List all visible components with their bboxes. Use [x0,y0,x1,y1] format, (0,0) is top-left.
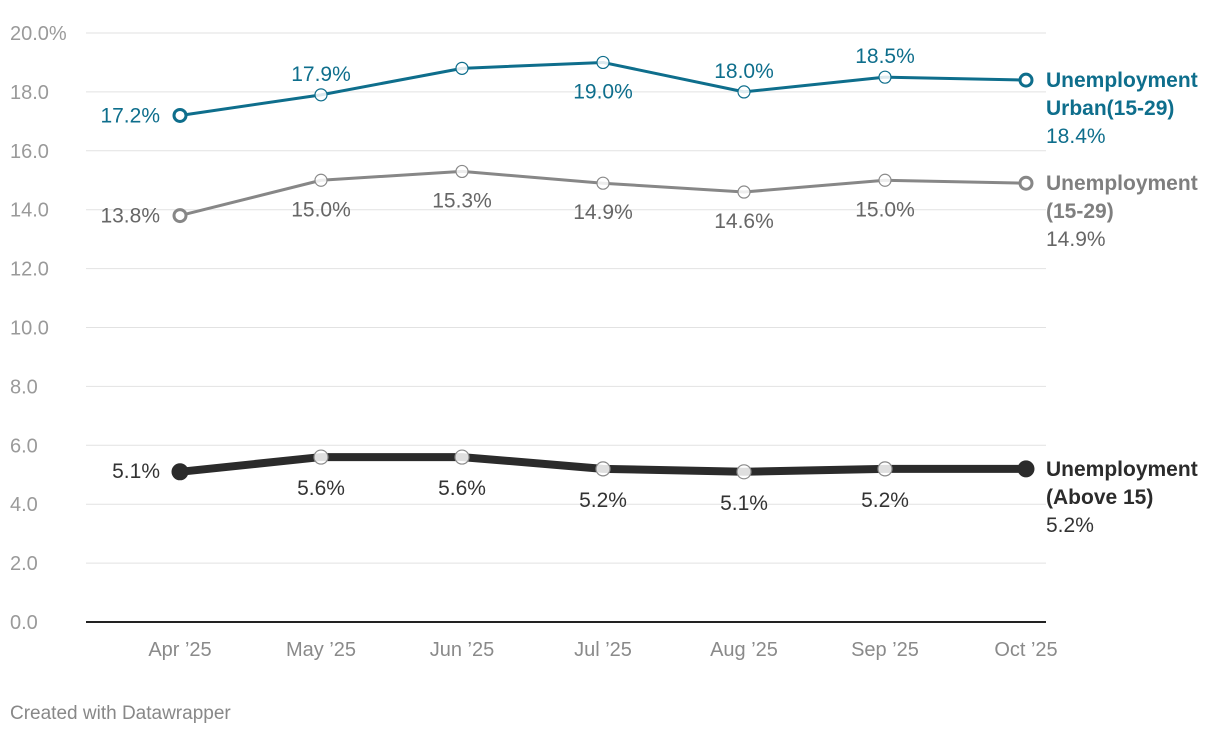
data-point [455,164,469,179]
data-point [171,463,189,481]
y-tick-label: 16.0 [10,141,49,163]
data-point [313,449,329,465]
data-label: 5.1% [720,492,768,515]
x-tick-label: Sep ’25 [851,639,919,661]
data-point [1017,460,1035,478]
series-name-label: Urban(15-29) [1046,97,1174,120]
data-point [877,461,893,477]
data-point [172,107,188,123]
data-label: 5.1% [112,460,160,483]
data-label: 18.0% [714,60,774,83]
data-point [595,461,611,477]
data-point [314,173,328,187]
y-tick-label: 10.0 [10,318,49,340]
y-tick-label: 4.0 [10,494,38,516]
y-tick-label: 6.0 [10,435,38,457]
y-tick-label: 8.0 [10,376,38,398]
x-tick-label: Jun ’25 [430,639,495,661]
x-tick-label: Jul ’25 [574,639,632,661]
data-label: 15.0% [291,198,351,221]
data-label: 19.0% [573,80,633,103]
x-tick-label: Apr ’25 [148,639,211,661]
y-axis: 0.0 2.0 4.0 6.0 8.0 10.0 12.0 14.0 16.0 18.0 20.0% [10,23,67,634]
series-above15: 5.1% 5.6% 5.6% 5.2% 5.1% 5.2% Unemployment (Abo… [112,449,1198,537]
series-end-value: 5.2% [1046,514,1094,537]
data-point [596,55,610,70]
y-tick-label: 14.0 [10,200,49,222]
data-point [314,88,328,102]
data-label: 14.9% [573,201,633,224]
x-axis: Apr ’25 May ’25 Jun ’25 Jul ’25 Aug ’25 Sep ’… [148,639,1057,661]
data-point [454,449,470,465]
data-label: 14.6% [714,210,774,233]
data-label: 17.9% [291,63,351,86]
series-end-value: 14.9% [1046,228,1106,251]
series-layer: 17.2% 17.9% 19.0% 18.0% 18.5% Unemployment Urb… [100,45,1197,537]
y-tick-label: 18.0 [10,82,49,104]
series-name-label: Unemployment [1046,172,1198,195]
data-point [1018,72,1034,88]
data-point [737,85,751,99]
data-label: 5.2% [861,489,909,512]
data-label: 5.2% [579,489,627,512]
x-tick-label: Oct ’25 [994,639,1057,661]
series-urban: 17.2% 17.9% 19.0% 18.0% 18.5% Unemployment Urb… [100,45,1197,148]
data-point [1018,175,1034,191]
y-gridlines [86,32,1046,623]
y-tick-label: 0.0 [10,612,38,634]
series-end-value: 18.4% [1046,125,1106,148]
series-name-label: (Above 15) [1046,486,1153,509]
series-name-label: Unemployment [1046,69,1198,92]
data-point [455,61,469,75]
y-tick-label: 12.0 [10,259,49,281]
data-point [596,176,610,190]
data-label: 15.0% [855,198,915,221]
y-tick-label: 2.0 [10,553,38,575]
series-youth: 13.8% 15.0% 15.3% 14.9% 14.6% 15.0% Unemployme… [100,164,1198,251]
y-tick-label: 20.0% [10,23,67,45]
x-tick-label: Aug ’25 [710,639,778,661]
data-label: 18.5% [855,45,915,68]
data-label: 15.3% [432,189,492,212]
data-label: 17.2% [100,104,160,127]
data-label: 13.8% [100,205,160,228]
data-point [736,464,752,480]
credit-footer: Created with Datawrapper [10,703,231,724]
data-point [737,185,751,199]
data-point [878,70,892,84]
data-label: 5.6% [438,477,486,500]
series-name-label: (15-29) [1046,200,1114,223]
x-tick-label: May ’25 [286,639,356,661]
data-label: 5.6% [297,477,345,500]
series-name-label: Unemployment [1046,458,1198,481]
data-point [172,208,188,224]
data-point [878,173,892,187]
